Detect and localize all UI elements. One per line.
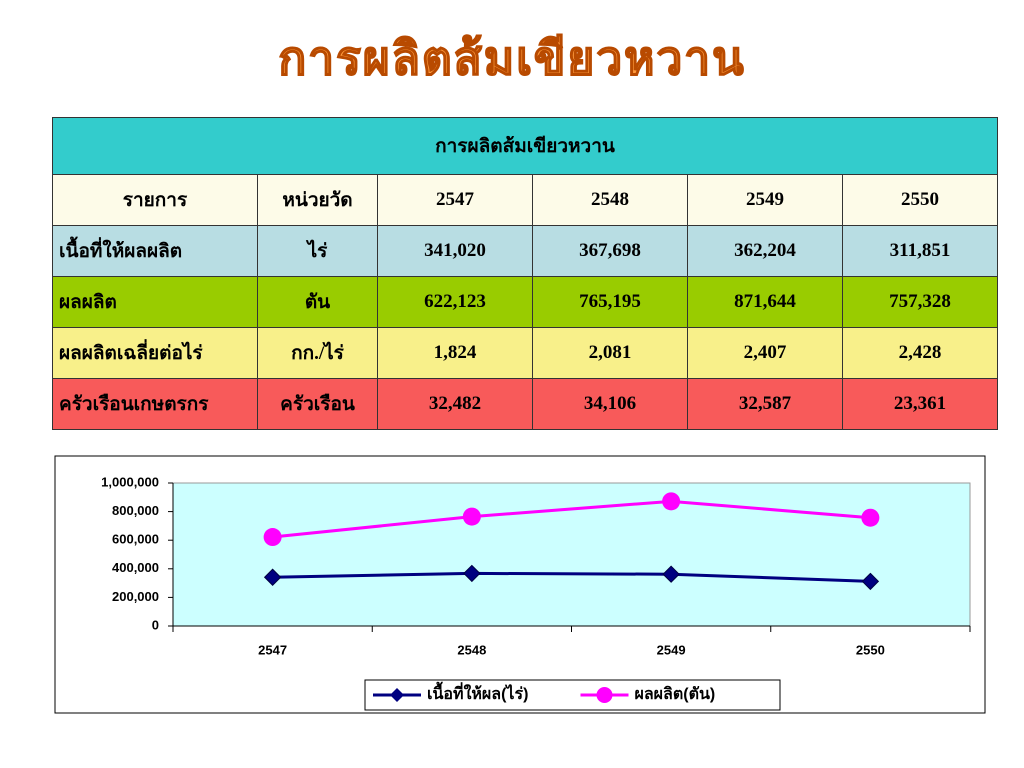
x-tick-label: 2549 — [657, 642, 686, 657]
table-cell: 1,824 — [377, 327, 533, 379]
legend-label: ผลผลิต(ตัน) — [635, 685, 716, 703]
table-cell: ไร่ — [257, 225, 378, 277]
y-tick-label: 600,000 — [112, 532, 159, 547]
series-line — [272, 499, 871, 539]
y-tick-label: 400,000 — [112, 560, 159, 575]
x-tick-label: 2550 — [856, 642, 885, 657]
table-cell: 2,428 — [842, 327, 998, 379]
y-tick-label: 800,000 — [112, 503, 159, 518]
table-cell: 871,644 — [687, 276, 843, 328]
data-point — [662, 565, 680, 583]
table-title: การผลิตส้มเขียวหวาน — [52, 117, 998, 175]
y-tick-label: 200,000 — [112, 589, 159, 604]
x-tick-label: 2547 — [258, 642, 287, 657]
table-cell: 757,328 — [842, 276, 998, 328]
table-cell: ครัวเรือนเกษตรกร — [52, 378, 258, 430]
table-cell: 23,361 — [842, 378, 998, 430]
header-cell: รายการ — [52, 174, 258, 226]
header-cell: 2549 — [687, 174, 843, 226]
data-point — [463, 564, 481, 583]
table-cell: 341,020 — [377, 225, 533, 277]
table-cell: 2,407 — [687, 327, 843, 379]
data-point — [861, 572, 880, 591]
table-cell: 32,587 — [687, 378, 843, 430]
legend-box — [364, 679, 781, 711]
plot-area — [172, 482, 971, 627]
data-table: การผลิตส้มเขียวหวาน รายการ หน่วยวัด 2547 254… — [52, 117, 998, 430]
table-cell: 34,106 — [532, 378, 688, 430]
table-cell: ตัน — [257, 276, 378, 328]
data-point — [662, 492, 681, 511]
table-cell: 622,123 — [377, 276, 533, 328]
y-tick-label: 1,000,000 — [101, 474, 159, 489]
header-cell: 2547 — [377, 174, 533, 226]
table-cell: 362,204 — [687, 225, 843, 277]
data-point — [263, 528, 282, 547]
table-cell: 367,698 — [532, 225, 688, 277]
table-cell: ผลผลิต — [52, 276, 258, 328]
legend-label: เนื้อที่ให้ผล(ไร่) — [427, 681, 528, 703]
table-cell: 2,081 — [532, 327, 688, 379]
legend-marker — [390, 688, 404, 702]
data-point — [861, 508, 880, 527]
table-cell: เนื้อที่ให้ผลผลิต — [52, 225, 258, 277]
table-cell: 32,482 — [377, 378, 533, 430]
y-tick-label: 0 — [152, 617, 159, 632]
table-cell: 311,851 — [842, 225, 998, 277]
slide-title: การผลิตส้มเขียวหวาน — [278, 32, 746, 85]
data-point — [263, 568, 282, 586]
legend-marker — [596, 687, 613, 703]
x-tick-label: 2548 — [457, 642, 486, 657]
series-line — [272, 571, 871, 583]
data-point — [462, 507, 481, 526]
header-cell: 2550 — [842, 174, 998, 226]
header-cell: 2548 — [532, 174, 688, 226]
